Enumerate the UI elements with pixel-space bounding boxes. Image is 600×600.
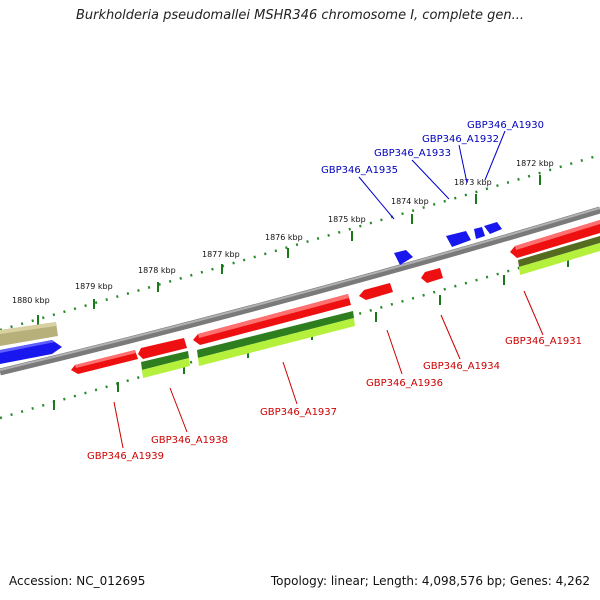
kbp-label: 1880 kbp (12, 296, 50, 305)
cds-features (141, 236, 600, 378)
forward-features (0, 222, 502, 364)
gene-label: GBP346_A1936 (366, 378, 443, 389)
gene-label: GBP346_A1930 (467, 120, 544, 131)
kbp-label: 1877 kbp (202, 250, 240, 259)
map-title: Burkholderia pseudomallei MSHR346 chromo… (75, 8, 525, 23)
gene-label: GBP346_A1939 (87, 451, 164, 462)
reverse-gene-red (359, 283, 393, 300)
gene-label: GBP346_A1937 (260, 407, 337, 418)
kbp-label: 1879 kbp (75, 282, 113, 291)
gene-label: GBP346_A1934 (423, 361, 500, 372)
reverse-leaders (113, 290, 544, 449)
chromosome-backbone (0, 206, 600, 376)
kbp-label: 1873 kbp (454, 178, 492, 187)
kbp-label: 1872 kbp (516, 159, 554, 168)
reverse-features (71, 220, 600, 374)
forward-gene-blue (484, 222, 502, 234)
reverse-gene-red (421, 268, 443, 283)
accession-text: Accession: NC_012695 (9, 574, 146, 588)
gene-label: GBP346_A1938 (151, 435, 228, 446)
kbp-label: 1874 kbp (391, 197, 429, 206)
gene-label: GBP346_A1931 (505, 336, 582, 347)
forward-gene-blue (446, 231, 471, 247)
forward-gene-blue (474, 227, 485, 239)
gene-label: GBP346_A1933 (374, 148, 451, 159)
kbp-labels: 1880 kbp 1879 kbp 1878 kbp 1877 kbp 1876… (12, 159, 554, 305)
gene-label: GBP346_A1932 (422, 134, 499, 145)
upper-tick-track (0, 153, 600, 332)
reverse-gene-labels: GBP346_A1939 GBP346_A1938 GBP346_A1937 G… (87, 336, 582, 462)
forward-gene-blue (0, 340, 62, 364)
reverse-gene-red (138, 338, 187, 359)
forward-gene-labels: GBP346_A1935 GBP346_A1933 GBP346_A1932 G… (321, 120, 544, 176)
gene-label: GBP346_A1935 (321, 165, 398, 176)
kbp-label: 1876 kbp (265, 233, 303, 242)
genome-summary-text: Topology: linear; Length: 4,098,576 bp; … (270, 574, 590, 588)
upper-major-ticks (37, 175, 541, 325)
forward-gene-blue (394, 250, 413, 265)
kbp-label: 1878 kbp (138, 266, 176, 275)
kbp-label: 1875 kbp (328, 215, 366, 224)
forward-leaders (358, 130, 506, 220)
